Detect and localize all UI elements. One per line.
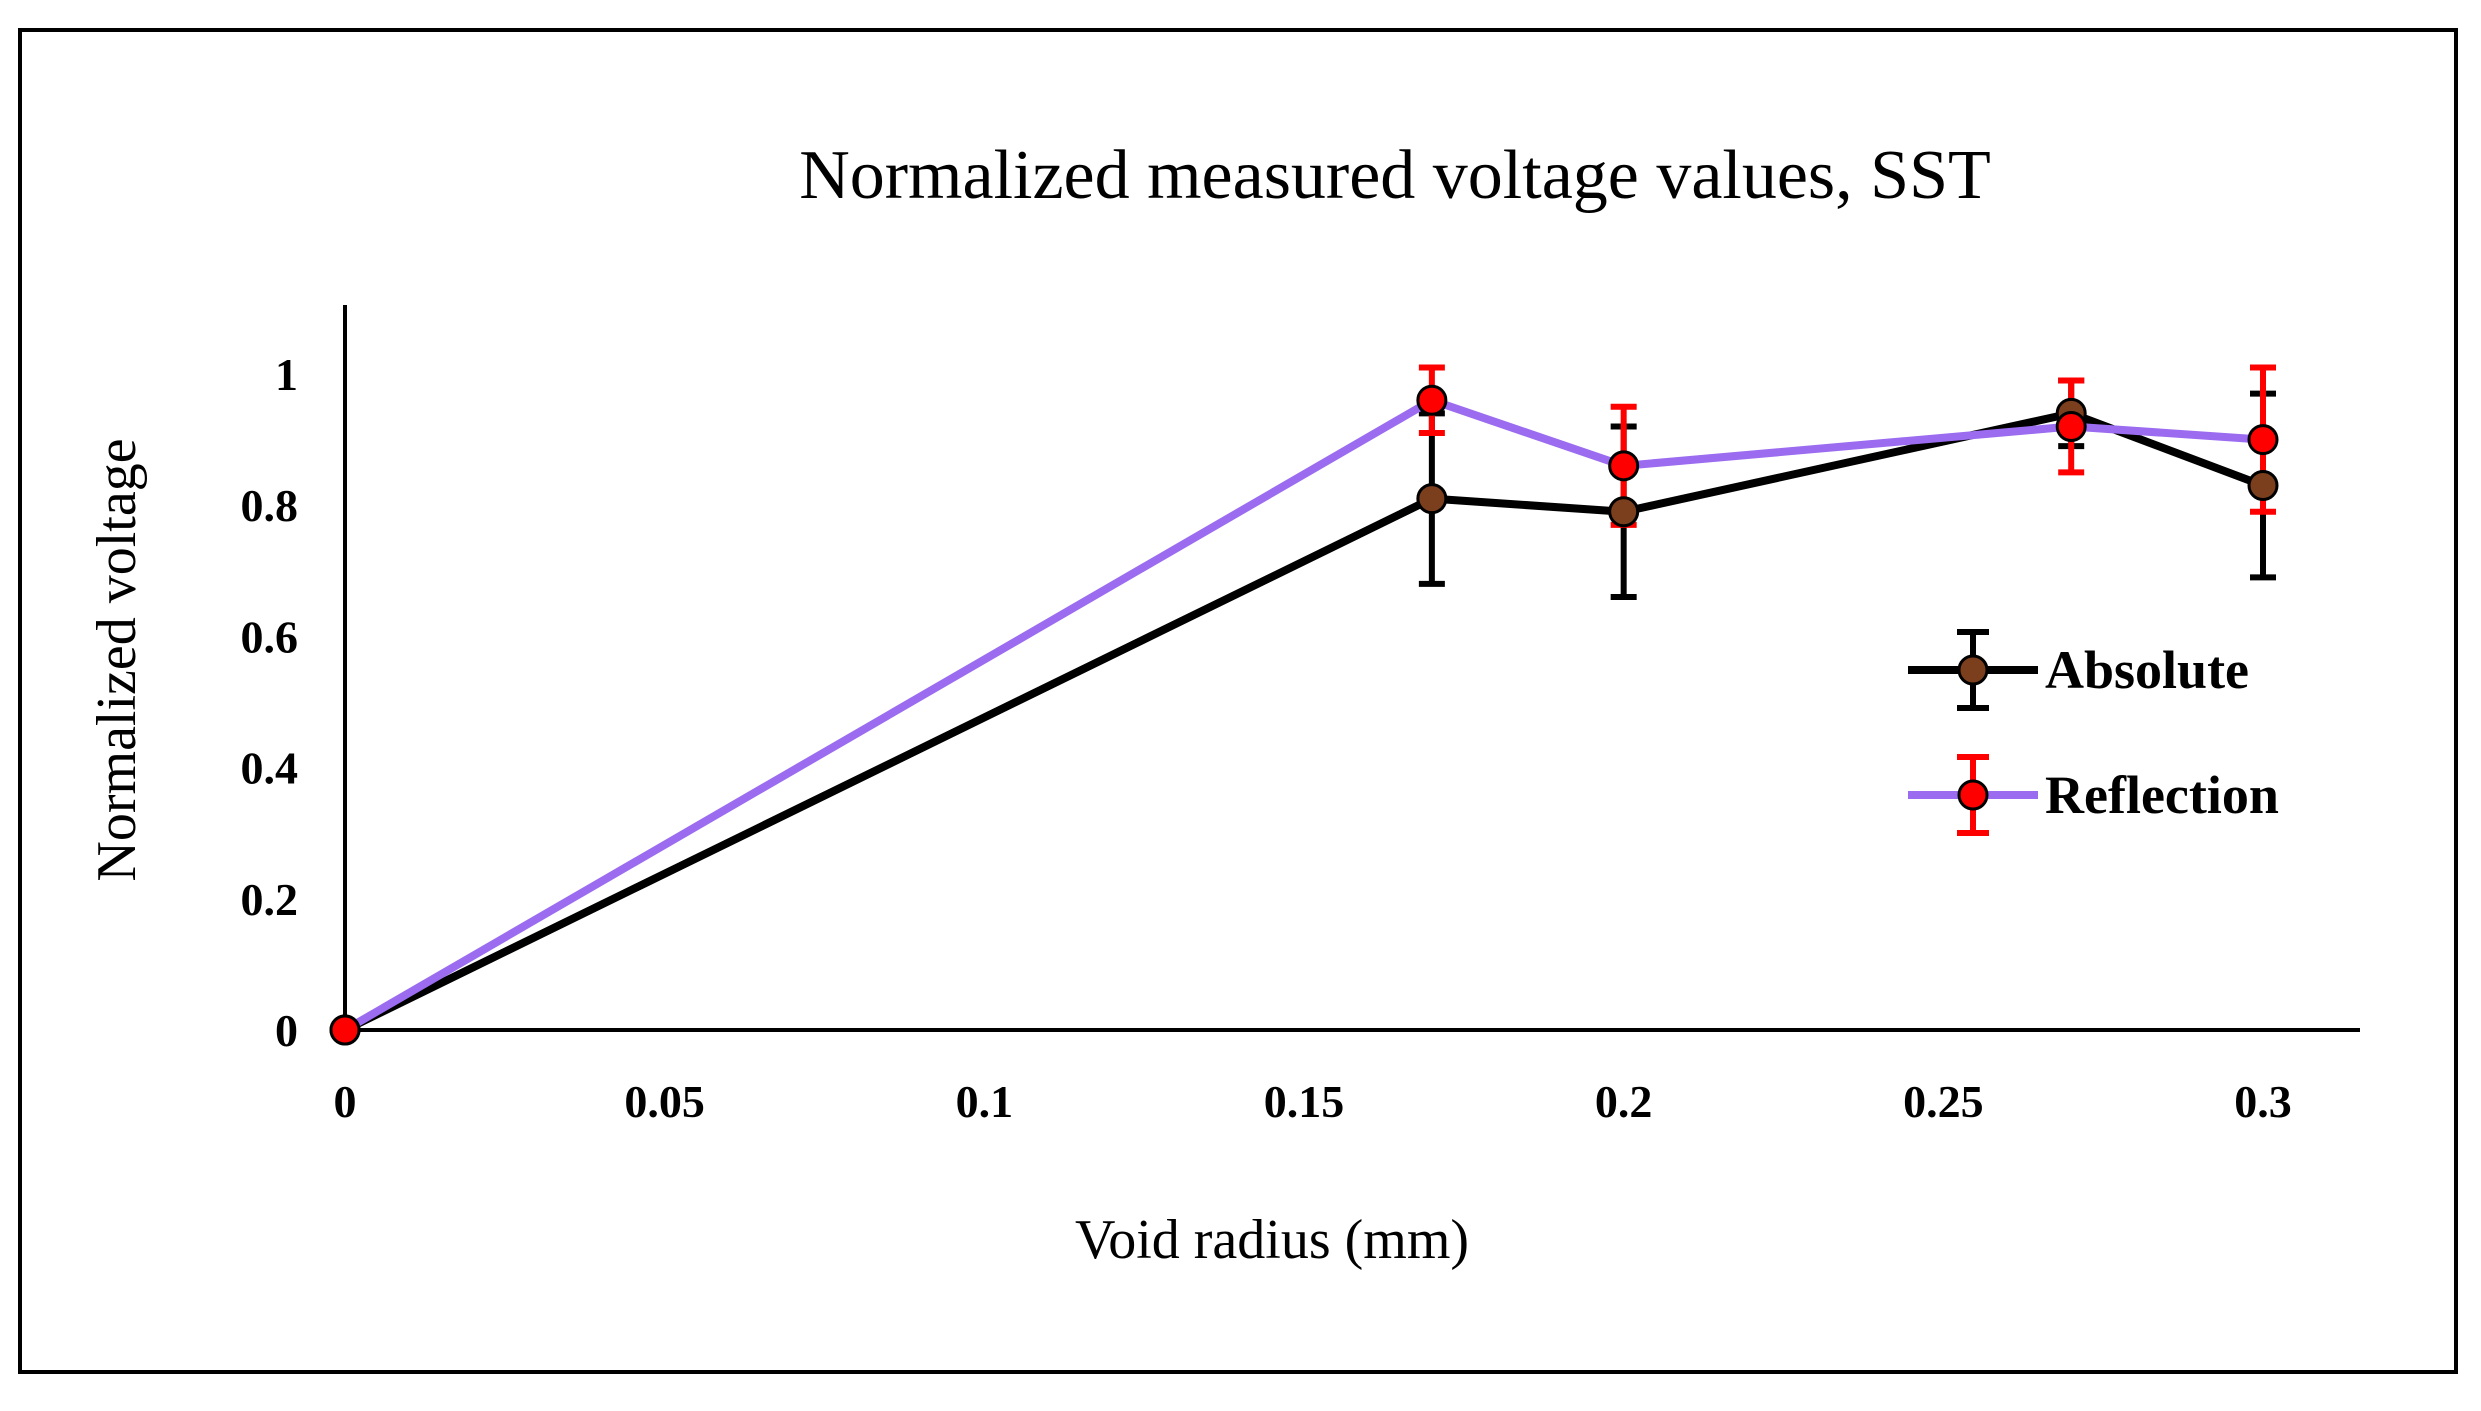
series-absolute-line — [343, 409, 2265, 1034]
series-absolute-errorbars — [1418, 377, 2276, 601]
y-tick-label: 0.4 — [241, 743, 299, 794]
y-tick-label: 0.2 — [241, 874, 299, 925]
y-tick-label: 0.6 — [241, 611, 299, 662]
data-point — [2055, 410, 2087, 442]
chart-title: Normalized measured voltage values, SST — [799, 137, 1991, 214]
x-tick-label: 0.1 — [956, 1076, 1014, 1127]
legend-label: Absolute — [2045, 640, 2249, 700]
legend-label: Reflection — [2045, 765, 2279, 825]
y-axis-ticks: 0 0.2 0.4 0.6 0.8 1 — [241, 349, 299, 1056]
legend-item-reflection: Reflection — [1908, 754, 2279, 836]
x-tick-label: 0.05 — [624, 1076, 705, 1127]
x-axis-ticks: 0 0.05 0.1 0.15 0.2 0.25 0.3 — [334, 1076, 2292, 1127]
x-tick-label: 0.15 — [1264, 1076, 1345, 1127]
legend-item-absolute: Absolute — [1908, 629, 2249, 711]
x-tick-label: 0.25 — [1903, 1076, 1984, 1127]
data-point — [1608, 450, 1640, 482]
legend-marker — [1957, 779, 1989, 811]
y-axis-title: Normalized voltage — [86, 438, 148, 881]
legend: Absolute Reflection — [1908, 629, 2279, 836]
series-layer — [329, 364, 2279, 1046]
data-point — [1416, 384, 1448, 416]
legend-marker — [1957, 654, 1989, 686]
data-point — [2247, 470, 2279, 502]
data-point — [1416, 483, 1448, 515]
x-tick-label: 0.3 — [2234, 1076, 2292, 1127]
data-point — [2247, 424, 2279, 456]
data-point — [329, 1014, 361, 1046]
x-tick-label: 0.2 — [1595, 1076, 1653, 1127]
y-tick-label: 0 — [275, 1005, 298, 1056]
x-axis-title: Void radius (mm) — [1075, 1209, 1469, 1271]
x-tick-label: 0 — [334, 1076, 357, 1127]
chart-frame — [18, 28, 2458, 1374]
series-reflection-line — [342, 396, 2264, 1034]
data-point — [1608, 496, 1640, 528]
y-tick-label: 0.8 — [241, 480, 299, 531]
axes — [343, 305, 2360, 1032]
series-reflection-markers — [329, 384, 2279, 1046]
series-absolute-markers — [329, 397, 2279, 1046]
y-tick-label: 1 — [275, 349, 298, 400]
